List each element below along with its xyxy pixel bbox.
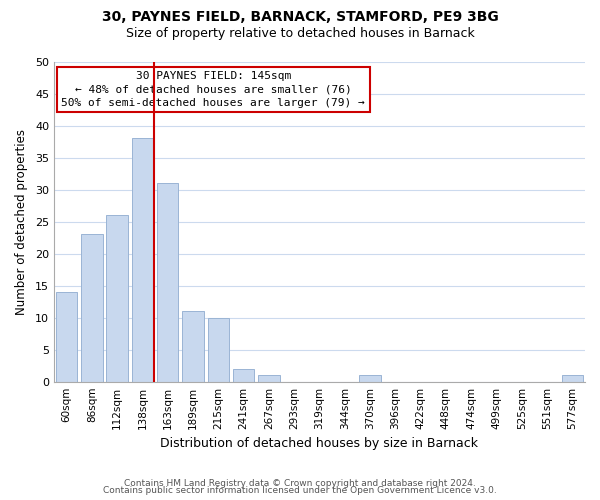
Bar xyxy=(562,376,583,382)
Bar xyxy=(359,376,381,382)
Bar xyxy=(258,376,280,382)
Text: Size of property relative to detached houses in Barnack: Size of property relative to detached ho… xyxy=(125,28,475,40)
Bar xyxy=(106,215,128,382)
Text: 30 PAYNES FIELD: 145sqm
← 48% of detached houses are smaller (76)
50% of semi-de: 30 PAYNES FIELD: 145sqm ← 48% of detache… xyxy=(61,71,365,108)
Bar xyxy=(56,292,77,382)
Bar xyxy=(182,311,204,382)
Bar xyxy=(233,369,254,382)
Bar xyxy=(208,318,229,382)
Text: Contains HM Land Registry data © Crown copyright and database right 2024.: Contains HM Land Registry data © Crown c… xyxy=(124,478,476,488)
Y-axis label: Number of detached properties: Number of detached properties xyxy=(15,128,28,314)
Bar xyxy=(131,138,153,382)
Bar xyxy=(157,183,178,382)
Bar xyxy=(81,234,103,382)
Text: Contains public sector information licensed under the Open Government Licence v3: Contains public sector information licen… xyxy=(103,486,497,495)
X-axis label: Distribution of detached houses by size in Barnack: Distribution of detached houses by size … xyxy=(160,437,478,450)
Text: 30, PAYNES FIELD, BARNACK, STAMFORD, PE9 3BG: 30, PAYNES FIELD, BARNACK, STAMFORD, PE9… xyxy=(101,10,499,24)
